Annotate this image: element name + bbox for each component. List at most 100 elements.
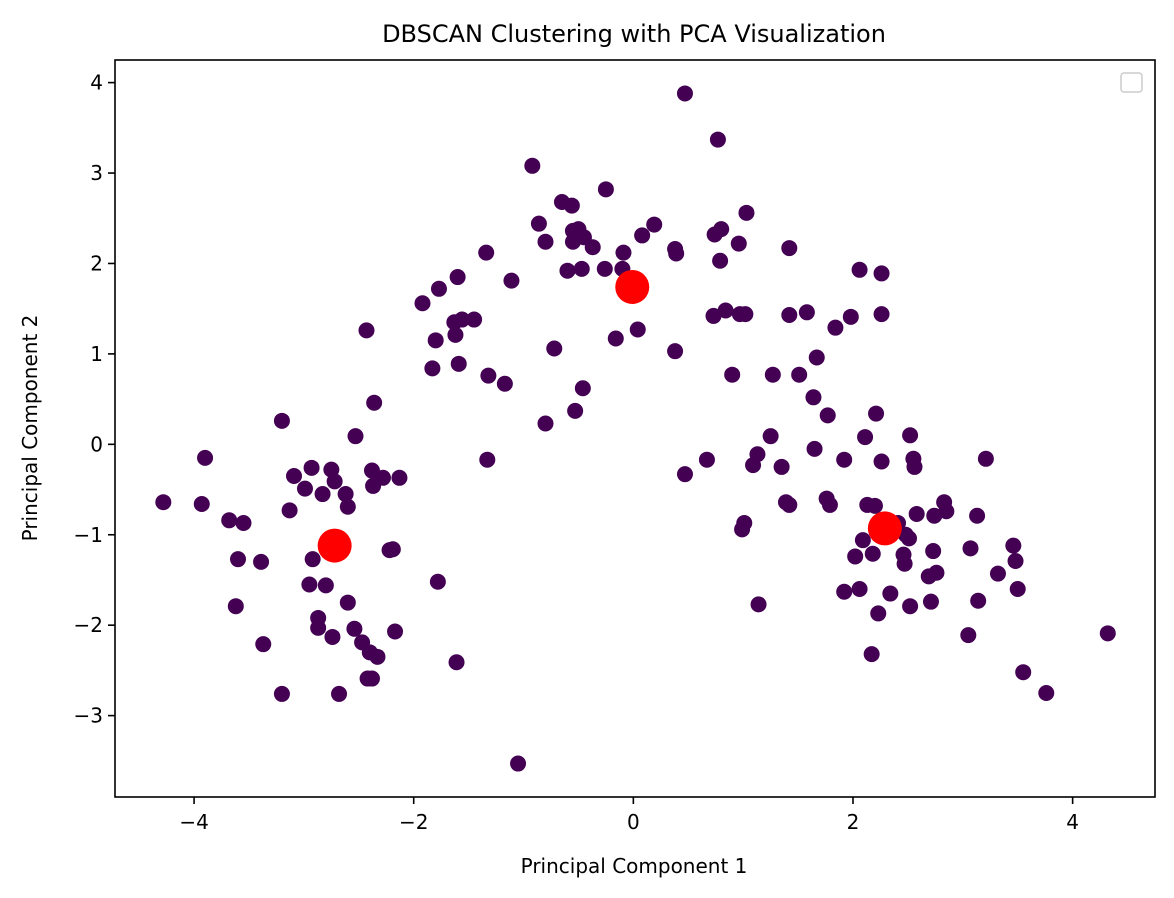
data-point: [712, 252, 729, 269]
data-point: [454, 311, 471, 328]
data-point: [709, 131, 726, 148]
data-point: [363, 670, 380, 687]
data-point: [427, 332, 444, 349]
data-point: [901, 530, 918, 547]
data-point: [193, 496, 210, 513]
data-point: [902, 598, 919, 615]
data-point: [227, 598, 244, 615]
data-point: [429, 573, 446, 590]
data-point: [737, 306, 754, 323]
data-point: [866, 497, 883, 514]
data-point: [503, 272, 520, 289]
data-point: [646, 216, 663, 233]
data-point: [873, 306, 890, 323]
x-axis: −4 −2 0 2 4: [179, 797, 1079, 834]
data-point: [447, 326, 464, 343]
data-point: [567, 402, 584, 419]
data-point: [424, 360, 441, 377]
data-point: [773, 458, 790, 475]
data-point: [736, 514, 753, 531]
data-point: [559, 262, 576, 279]
y-tick-label: 2: [90, 251, 103, 275]
cluster-center: [317, 528, 352, 563]
data-point: [324, 628, 341, 645]
data-point: [738, 204, 755, 221]
data-point: [847, 548, 864, 565]
y-tick-label: 1: [90, 342, 103, 366]
y-axis: −3 −2 −1 0 1 2 3 4: [74, 71, 115, 728]
data-point: [781, 307, 798, 324]
data-point: [705, 307, 722, 324]
data-point: [414, 295, 431, 312]
cluster-center: [867, 511, 902, 546]
data-point: [969, 507, 986, 524]
data-point: [366, 394, 383, 411]
data-point: [286, 467, 303, 484]
y-tick-label: −3: [74, 704, 103, 728]
data-point: [864, 545, 881, 562]
data-point: [854, 532, 871, 549]
data-point: [155, 494, 172, 511]
data-point: [1038, 685, 1055, 702]
data-point: [806, 440, 823, 457]
data-point: [339, 498, 356, 515]
plot-frame: [114, 59, 1156, 798]
data-point: [676, 85, 693, 102]
data-point: [928, 564, 945, 581]
data-point: [273, 685, 290, 702]
data-point: [301, 576, 318, 593]
data-point: [750, 596, 767, 613]
y-tick-label: 4: [90, 71, 103, 95]
data-point: [805, 389, 822, 406]
data-point: [480, 367, 497, 384]
data-point: [530, 215, 547, 232]
data-point: [384, 541, 401, 558]
data-point: [310, 619, 327, 636]
data-point: [764, 366, 781, 383]
data-point: [337, 486, 354, 503]
y-axis-label: Principal Component 2: [18, 315, 42, 542]
data-point: [925, 543, 942, 560]
data-point: [221, 512, 238, 529]
data-point: [749, 446, 766, 463]
data-point: [762, 428, 779, 445]
data-point: [374, 469, 391, 486]
data-point: [821, 496, 838, 513]
data-point: [253, 553, 270, 570]
data-point: [448, 654, 465, 671]
data-point: [255, 636, 272, 653]
data-point: [989, 565, 1006, 582]
data-point: [573, 260, 590, 277]
data-point: [314, 486, 331, 503]
data-point: [836, 583, 853, 600]
data-point: [882, 585, 899, 602]
points-layer: [155, 85, 1116, 772]
data-point: [730, 235, 747, 252]
data-point: [819, 407, 836, 424]
data-point: [229, 551, 246, 568]
data-point: [496, 375, 513, 392]
data-point: [836, 451, 853, 468]
y-tick-label: 3: [90, 161, 103, 185]
data-point: [273, 412, 290, 429]
data-point: [546, 340, 563, 357]
x-tick-label: −2: [399, 810, 428, 834]
data-point: [717, 302, 734, 319]
data-point: [851, 261, 868, 278]
data-point: [574, 380, 591, 397]
data-point: [634, 227, 651, 244]
data-point: [197, 449, 214, 466]
data-point: [922, 593, 939, 610]
data-point: [1015, 664, 1032, 681]
data-point: [970, 592, 987, 609]
data-point: [827, 319, 844, 336]
data-point: [597, 181, 614, 198]
data-point: [510, 755, 527, 772]
data-point: [430, 280, 447, 297]
data-point: [479, 451, 496, 468]
data-point: [808, 349, 825, 366]
data-point: [303, 459, 320, 476]
data-point: [478, 244, 495, 261]
data-point: [629, 321, 646, 338]
